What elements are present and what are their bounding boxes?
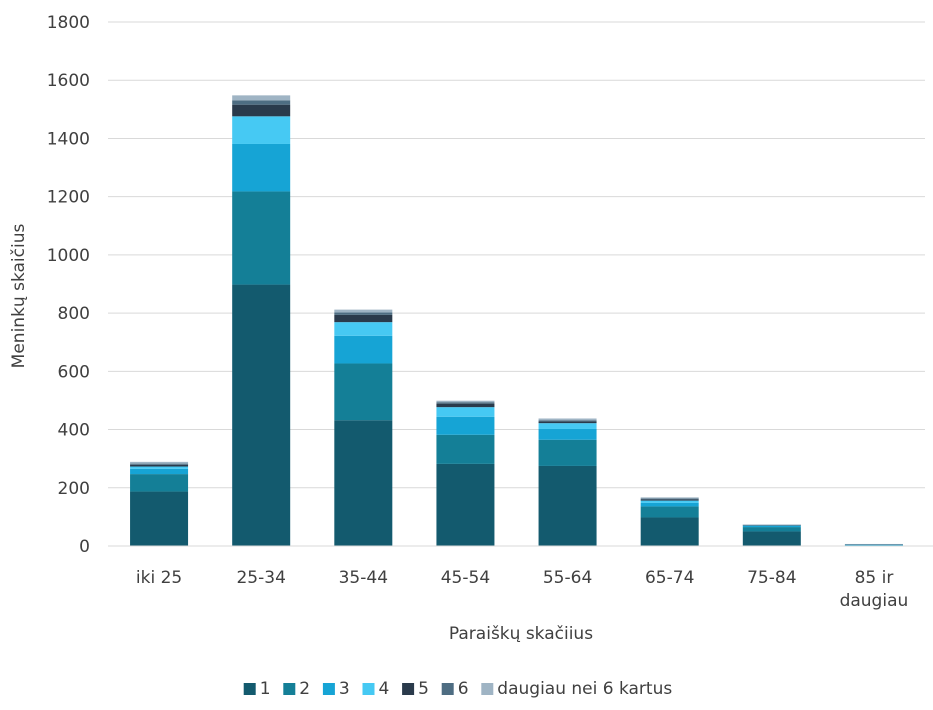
bar-segment [742,524,801,526]
bar-segment [436,403,495,408]
bar-segment [640,506,699,518]
bar-segment [742,525,801,528]
bar-segment [232,116,291,144]
bar-segment [232,284,291,546]
bar-segment [640,499,699,501]
x-tick-label: 55-64 [543,568,592,588]
bar-segment [436,463,495,546]
legend-swatch [441,683,454,695]
bar-segment [742,524,801,525]
y-tick-label: 1000 [47,246,90,266]
bar-segment [334,420,393,546]
bar-segment [844,545,903,546]
legend-label: 1 [260,679,271,699]
bar-segment [334,335,393,364]
legend-label: 3 [339,679,350,699]
x-tick-label: iki 25 [136,568,182,588]
bar-segment [538,420,597,422]
bar-segment [334,314,393,323]
bar-segment [640,502,699,507]
bar-segment [436,416,495,435]
y-tick-label: 0 [79,537,90,557]
bar-segment [334,363,393,421]
grid-lines [108,21,925,489]
bar-segment [232,100,291,105]
legend-swatch [243,683,256,695]
legend-swatch [402,683,415,695]
bar-segment [130,466,189,469]
y-tick-label: 1800 [47,13,90,33]
x-tick-label: 25-34 [236,568,285,588]
bar-segment [130,474,189,492]
bar-segment [844,544,903,546]
x-tick-label: 45-54 [441,568,490,588]
bar-segment [436,407,495,417]
bar-segment [232,104,291,117]
legend-swatch [362,683,375,695]
bar-segment [640,500,699,503]
y-axis-tick-labels: 0 200 400 600 800 1000 1200 1400 1600 1800 [47,13,90,557]
y-tick-label: 800 [58,304,90,324]
legend-swatch [283,683,296,695]
bar-segment [538,428,597,440]
y-tick-label: 400 [58,421,90,441]
bar-segment [232,191,291,285]
x-tick-label: 75-84 [747,568,796,588]
legend-swatch [322,683,335,695]
bar-segment [742,525,801,526]
bar-segment [334,309,393,313]
legend: 1 2 3 4 5 6 daugiau nei 6 kartus [243,679,672,699]
bar-segment [742,531,801,546]
bar-segment [640,497,699,499]
bar-segment [436,400,495,403]
bar-segment [844,544,903,545]
legend-label: 2 [299,679,310,699]
x-tick-label: 35-44 [339,568,388,588]
bar-segment [232,143,291,192]
x-tick-label: 65-74 [645,568,694,588]
bar-segment [334,322,393,336]
bar-segment [742,527,801,532]
bar-segment [130,461,189,464]
bar-segment [538,418,597,421]
bar-segment [538,439,597,466]
y-tick-label: 1200 [47,188,90,208]
x-tick-label: 85 ir [855,568,894,588]
bar-segment [844,543,903,545]
bar-segment [130,463,189,465]
x-tick-label: daugiau [840,591,909,611]
bar-segment [130,491,189,546]
y-tick-label: 1600 [47,71,90,91]
y-axis-title: Meninkų skaičius [9,224,29,369]
legend-label: daugiau nei 6 kartus [497,679,672,699]
bar-segment [334,312,393,315]
bar-segment [844,544,903,546]
legend-label: 4 [379,679,390,699]
bar-segment [232,95,291,101]
bars [130,95,903,546]
legend-label: 6 [458,679,469,699]
y-tick-label: 600 [58,362,90,382]
bar-segment [538,421,597,424]
bar-segment [436,402,495,404]
legend-swatch [481,683,494,695]
bar-segment [742,525,801,526]
bar-segment [538,423,597,429]
bar-segment [130,464,189,467]
x-axis-title: Paraiškų skačiius [449,624,593,644]
bar-segment [640,517,699,546]
bar-segment [538,465,597,546]
x-axis-tick-labels: iki 25 25-34 35-44 45-54 55-64 65-74 75-84 85 i… [136,568,908,611]
legend-label: 5 [418,679,429,699]
y-tick-label: 200 [58,479,90,499]
bar-segment [436,434,495,464]
y-tick-label: 1400 [47,129,90,149]
bar-segment [640,498,699,500]
bar-segment [130,468,189,475]
